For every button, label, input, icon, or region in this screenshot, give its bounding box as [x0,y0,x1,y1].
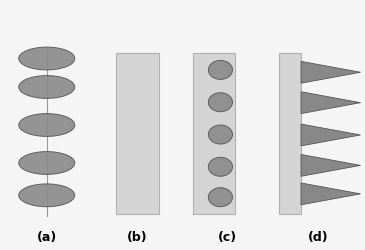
Ellipse shape [208,93,233,112]
Ellipse shape [208,188,233,207]
Polygon shape [301,183,361,205]
Ellipse shape [19,184,75,207]
Ellipse shape [208,60,233,80]
Text: (d): (d) [308,232,328,244]
Bar [116,53,159,214]
Text: (a): (a) [36,232,57,244]
Ellipse shape [19,47,75,70]
Polygon shape [301,61,361,83]
Polygon shape [301,154,361,176]
Ellipse shape [19,152,75,174]
Text: (c): (c) [218,232,237,244]
Ellipse shape [19,114,75,136]
Ellipse shape [19,76,75,98]
Text: (b): (b) [127,232,147,244]
Ellipse shape [208,157,233,176]
Polygon shape [301,124,361,146]
Polygon shape [301,92,361,114]
Bar [280,53,301,214]
Bar [193,53,235,214]
Ellipse shape [208,125,233,144]
